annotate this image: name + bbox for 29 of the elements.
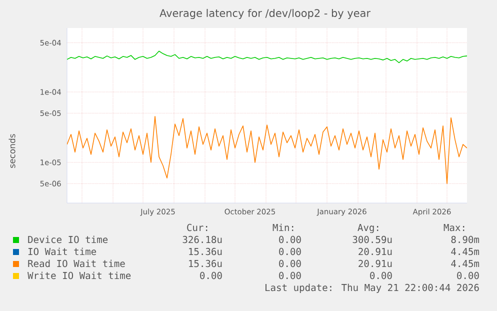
text: 0.00 — [279, 272, 301, 280]
text: 0.00 — [200, 272, 222, 280]
line-series — [67, 116, 468, 184]
chart-title: Average latency for /dev/loop2 - by year — [160, 8, 371, 20]
text: Cur: — [187, 224, 208, 232]
text: Max: — [444, 224, 464, 232]
line-series — [67, 50, 468, 64]
text: 4.45m — [451, 260, 480, 268]
text: 15.36u — [189, 260, 222, 268]
legend-label: Device IO time — [28, 236, 108, 244]
text: 0.00 — [370, 272, 392, 280]
legend-label: IO Wait time — [28, 248, 96, 256]
text: 0.00 — [279, 236, 301, 244]
text: 4.45m — [451, 248, 480, 256]
text: Last update: Thu May 21 22:00:44 2026 — [266, 284, 479, 293]
text: 326.18u — [182, 236, 222, 244]
text: Avg: — [358, 224, 378, 234]
y-axis-title: seconds — [8, 134, 16, 168]
text: 0.00 — [279, 248, 301, 256]
text: 300.59u — [352, 236, 392, 244]
legend-label: Read IO Wait time — [28, 260, 125, 268]
text: 20.91u — [358, 260, 392, 268]
text: 20.91u — [358, 248, 392, 256]
text: 0.00 — [279, 260, 301, 268]
text: Min: — [272, 224, 294, 231]
text: 0.00 — [457, 272, 479, 280]
text: 15.36u — [189, 248, 222, 256]
text: 8.90m — [451, 236, 480, 244]
legend-label: Write IO Wait time — [28, 272, 131, 280]
